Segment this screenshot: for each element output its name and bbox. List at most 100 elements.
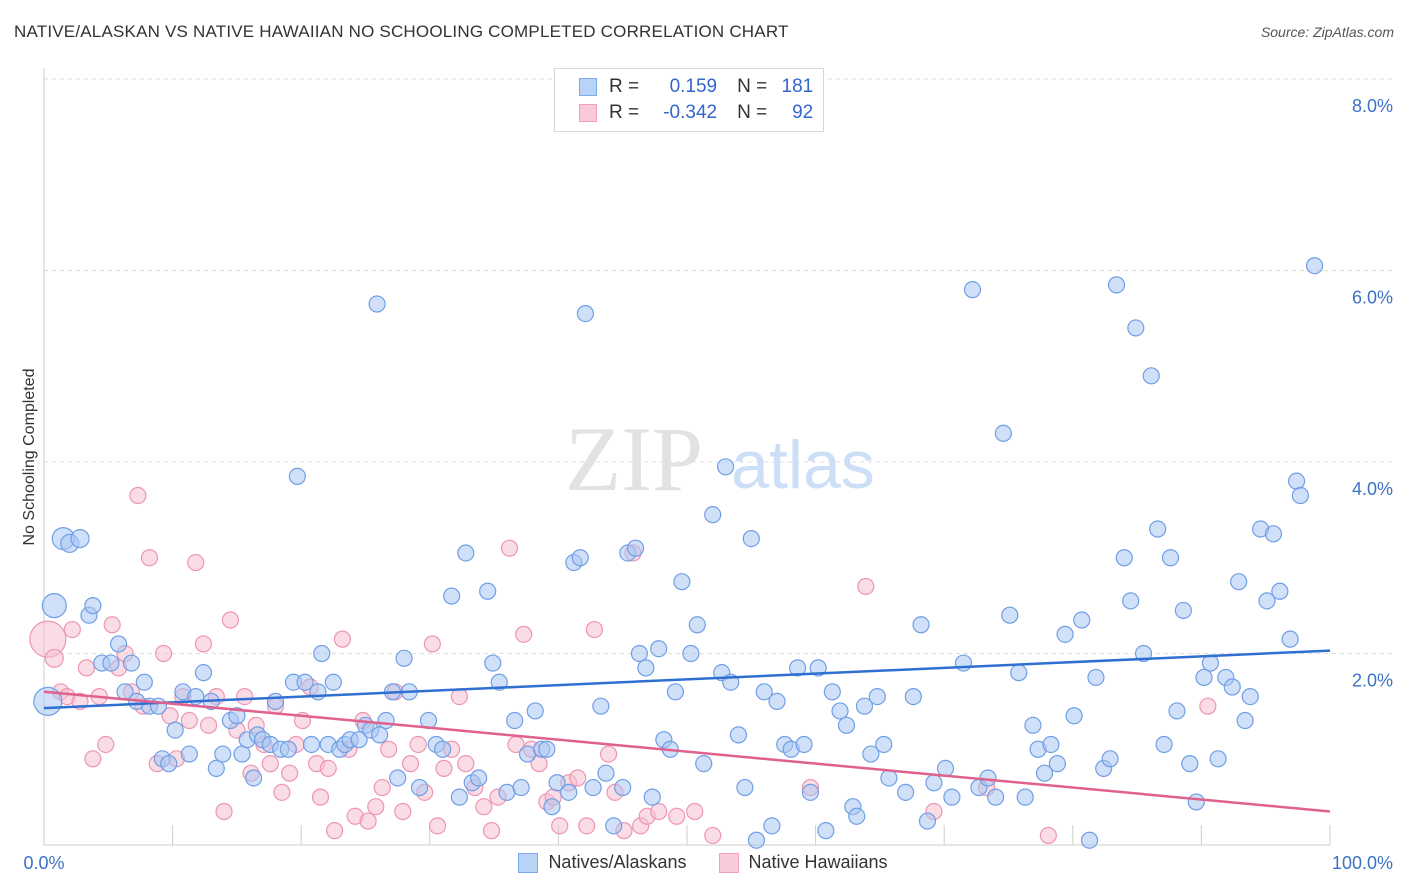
natives-alaskans-points (33, 257, 1324, 849)
native-hawaiians-point (273, 783, 291, 801)
native-hawaiians-point (475, 798, 493, 816)
legend-n-label: N = (737, 102, 768, 123)
natives-alaskans-point (233, 745, 251, 763)
native-hawaiians-point (457, 755, 475, 773)
y-tick-label: 2.0% (1352, 671, 1393, 691)
natives-alaskans-point (368, 295, 386, 313)
native-hawaiians-point (154, 644, 173, 663)
series-name-natives-alaskans: Natives/Alaskans (548, 852, 687, 872)
chart-title: NATIVE/ALASKAN VS NATIVE HAWAIIAN NO SCH… (14, 22, 789, 41)
natives-alaskans-point (1042, 735, 1060, 754)
natives-alaskans-point (1241, 687, 1259, 706)
natives-alaskans-point (1087, 668, 1105, 687)
native-hawaiians-point (103, 616, 121, 634)
native-hawaiians-point (84, 750, 102, 768)
natives-alaskans-point (817, 822, 835, 840)
natives-alaskans-point (245, 769, 263, 787)
series-legend: Natives/Alaskans Native Hawaiians (0, 852, 1406, 873)
native-hawaiians-point (1039, 826, 1057, 845)
natives-alaskans-point (755, 683, 773, 701)
natives-alaskans-point (666, 683, 685, 701)
y-axis-label: No Schooling Completed (21, 369, 38, 546)
legend-r-value: 0.159 (669, 76, 718, 97)
natives-alaskans-point (801, 783, 820, 801)
native-hawaiians-point (140, 549, 159, 567)
legend-swatch-pink (579, 104, 597, 122)
natives-alaskans-point (848, 807, 866, 825)
native-hawaiians-point (77, 659, 96, 677)
natives-alaskans-point (296, 673, 314, 691)
natives-alaskans-point (736, 778, 754, 797)
natives-alaskans-point (1134, 644, 1153, 663)
natives-alaskans-point (716, 458, 735, 476)
native-hawaiians-point (686, 802, 704, 821)
native-hawaiians-point (409, 735, 427, 754)
natives-alaskans-point (1264, 525, 1283, 543)
natives-alaskans-point (109, 635, 128, 653)
natives-alaskans-point (512, 778, 530, 797)
natives-alaskans-point (506, 711, 524, 730)
native-hawaiians-point (650, 802, 668, 821)
natives-alaskans-point (1230, 573, 1248, 591)
natives-alaskans-point (1291, 486, 1310, 505)
native-hawaiians-point (551, 817, 569, 835)
natives-alaskans-point (1149, 520, 1167, 538)
natives-alaskans-point (166, 721, 184, 739)
native-hawaiians-point (359, 812, 377, 830)
native-hawaiians-point (704, 826, 722, 845)
natives-alaskans-point (1107, 276, 1126, 294)
natives-alaskans-point (837, 716, 856, 734)
natives-alaskans-point (228, 707, 246, 725)
natives-alaskans-point (904, 687, 922, 706)
natives-alaskans-point (484, 654, 502, 672)
natives-alaskans-point (1010, 664, 1028, 682)
trend-lines (43, 649, 1331, 813)
native-hawaiians-point (578, 817, 596, 835)
native-hawaiians-point (187, 553, 205, 572)
natives-alaskans-point (747, 831, 766, 849)
natives-alaskans-point (704, 506, 722, 524)
natives-alaskans-point (560, 783, 578, 801)
natives-alaskans-point (122, 654, 141, 672)
native-hawaiians-point (599, 745, 618, 763)
natives-alaskans-point (626, 539, 645, 557)
natives-alaskans-point (1115, 549, 1133, 567)
natives-alaskans-point (963, 281, 982, 299)
grid-lines (44, 78, 1392, 654)
x-tick-label: 100.0% (1332, 853, 1393, 873)
natives-alaskans-point (1024, 716, 1042, 734)
natives-alaskans-point (695, 755, 713, 773)
legend-r-label: R = (609, 76, 640, 97)
native-hawaiians-point (500, 539, 519, 557)
natives-alaskans-point (288, 467, 306, 485)
natives-alaskans-point (918, 812, 937, 830)
natives-alaskans-trendline (43, 649, 1331, 710)
natives-alaskans-point (324, 673, 342, 691)
natives-alaskans-point (1281, 630, 1299, 648)
natives-alaskans-point (313, 644, 331, 663)
native-hawaiians-point (373, 778, 391, 797)
natives-alaskans-point (1048, 755, 1066, 773)
natives-alaskans-point (880, 769, 898, 787)
natives-alaskans-point (1287, 472, 1306, 490)
natives-alaskans-point (302, 735, 321, 754)
natives-alaskans-point (875, 735, 893, 754)
natives-alaskans-point (543, 798, 561, 816)
natives-alaskans-point (490, 673, 508, 691)
native-hawaiians-point (236, 687, 254, 706)
tick-labels: 2.0% 4.0% 6.0% 8.0% 0.0% 100.0% (23, 96, 1393, 873)
natives-alaskans-point (350, 731, 368, 749)
series-legend-native-hawaiians: Native Hawaiians (718, 852, 888, 873)
legend-row-natives-alaskans: R = 0.159 N = 181 (579, 75, 813, 99)
legend-row-native-hawaiians: R = -0.342 N = 92 (579, 101, 813, 125)
natives-alaskans-point (576, 304, 595, 323)
native-hawaiians-point (261, 755, 279, 773)
natives-alaskans-point (682, 644, 700, 663)
legend-n-value: 92 (792, 102, 814, 123)
native-hawaiians-point (129, 486, 147, 505)
natives-alaskans-point (395, 649, 413, 667)
natives-alaskans-point (954, 654, 973, 672)
natives-alaskans-point (614, 778, 632, 797)
natives-alaskans-point (729, 726, 748, 744)
natives-alaskans-point (1101, 750, 1119, 768)
